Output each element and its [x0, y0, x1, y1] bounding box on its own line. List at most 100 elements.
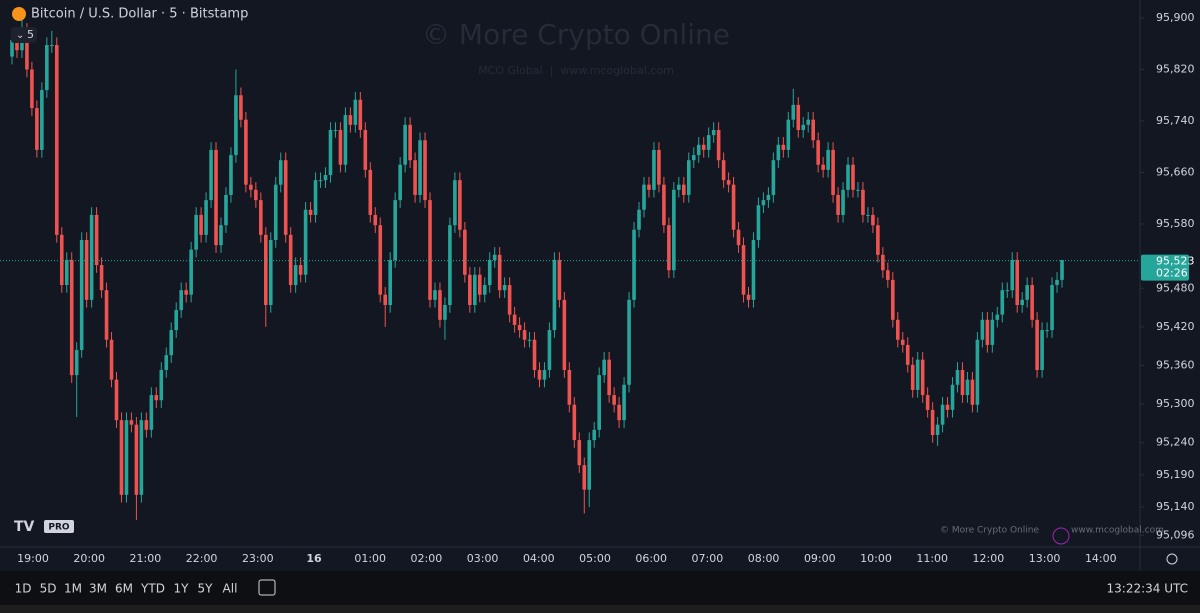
candle-body — [970, 379, 975, 405]
candle-body — [438, 290, 442, 320]
x-tick-label: 03:00 — [467, 552, 499, 565]
candle-body — [373, 214, 378, 226]
candle-body — [214, 149, 218, 246]
candle-body — [682, 184, 686, 195]
candle-body — [199, 214, 203, 235]
candle-body — [323, 175, 328, 181]
candle-body — [109, 339, 114, 380]
candle-body — [69, 259, 74, 376]
candle-body — [408, 124, 412, 161]
candle-body — [84, 240, 89, 300]
candle-body — [343, 115, 348, 165]
candle-body — [164, 355, 169, 370]
candle-body — [542, 369, 547, 380]
x-tick-label: 02:00 — [411, 552, 443, 565]
bottom-edge — [0, 605, 1200, 613]
candle-body — [841, 189, 845, 215]
candle-body — [303, 209, 308, 275]
candle-body — [308, 209, 313, 215]
range-button[interactable]: YTD — [140, 582, 165, 596]
candle-body — [746, 294, 751, 300]
candle-body — [667, 225, 671, 271]
candle-body — [791, 104, 796, 120]
candle-body — [184, 290, 188, 295]
candle-body — [458, 180, 462, 230]
pro-badge-text: PRO — [48, 523, 70, 533]
candle-body — [54, 45, 59, 235]
settings-icon[interactable] — [1166, 553, 1178, 565]
candle-body — [1035, 319, 1039, 370]
range-button[interactable]: 1Y — [174, 582, 190, 596]
candle-body — [990, 319, 995, 345]
corner-link: www.mcoglobal.com — [1071, 526, 1164, 536]
interval-box[interactable] — [11, 27, 37, 43]
candle-body — [801, 124, 806, 130]
candle-body — [831, 149, 835, 195]
watermark-subtitle: MCO Global | www.mcoglobal.com — [478, 64, 674, 77]
range-button[interactable]: 3M — [89, 582, 107, 596]
candle-body — [915, 359, 920, 390]
x-tick-label: 14:00 — [1085, 552, 1117, 565]
candle-body — [239, 95, 243, 120]
y-tick-label: 95,740 — [1156, 114, 1195, 127]
x-tick-label: 20:00 — [73, 552, 105, 565]
date-range-icon[interactable] — [258, 579, 276, 596]
candle-body — [99, 265, 104, 291]
candle-body — [602, 359, 606, 376]
candle-body — [179, 290, 183, 311]
range-button[interactable]: 6M — [115, 582, 133, 596]
x-tick-label: 16 — [306, 552, 322, 565]
candle-body — [975, 339, 980, 405]
candle-body — [129, 420, 134, 425]
candle-body — [174, 310, 179, 331]
candle-body — [691, 155, 696, 161]
candle-body — [905, 344, 910, 365]
candle-body — [582, 465, 587, 490]
range-button[interactable]: 5Y — [198, 582, 214, 596]
candle-body — [876, 225, 880, 255]
candle-body — [920, 359, 925, 396]
range-button[interactable]: 5D — [40, 582, 57, 596]
candle-body — [472, 274, 477, 305]
candle-body — [104, 290, 109, 340]
candle-body — [124, 420, 129, 495]
range-button[interactable]: 1M — [64, 582, 82, 596]
candle-body — [895, 319, 900, 340]
clock[interactable]: 13:22:34 UTC — [1107, 582, 1189, 596]
corner-note: © More Crypto Online — [940, 526, 1039, 536]
candle-body — [851, 164, 855, 190]
candle-body — [189, 249, 193, 295]
x-tick-label: 06:00 — [635, 552, 667, 565]
y-tick-label: 95,420 — [1156, 320, 1195, 333]
candle-body — [219, 225, 223, 246]
range-button[interactable]: All — [223, 582, 238, 596]
candle-body — [696, 144, 701, 156]
candle-body — [283, 160, 288, 235]
magic-icon[interactable] — [1052, 527, 1070, 545]
candle-body — [234, 95, 238, 156]
candle-body — [652, 149, 656, 190]
candle-body — [318, 180, 323, 182]
candle-body — [388, 259, 392, 305]
candle-body — [94, 214, 99, 266]
candle-body — [428, 200, 432, 300]
candle-body — [761, 200, 766, 206]
plot — [10, 14, 1064, 520]
candle-body — [726, 180, 731, 185]
candle-body — [731, 184, 736, 230]
candle-body — [562, 299, 567, 370]
candle-body — [806, 119, 811, 125]
interval[interactable]: 5 — [27, 28, 34, 41]
range-button[interactable]: 1D — [15, 582, 32, 596]
candle-body — [492, 254, 497, 260]
candle-body — [677, 184, 681, 190]
candle-body — [940, 404, 945, 425]
candle-body — [816, 140, 820, 165]
candle-body — [443, 304, 447, 320]
candle-body — [114, 379, 119, 421]
candle-body — [298, 265, 303, 275]
candle-body — [786, 119, 791, 150]
candle-body — [413, 160, 417, 195]
y-tick-label: 95,900 — [1156, 11, 1195, 24]
